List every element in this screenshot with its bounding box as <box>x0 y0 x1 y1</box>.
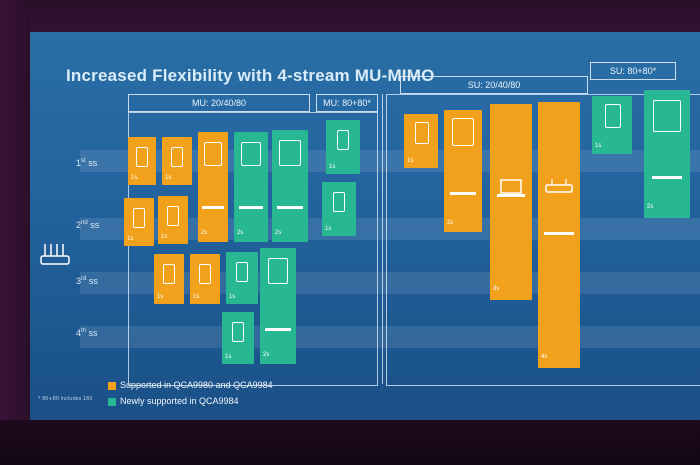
stream-badge: 1s <box>595 143 602 149</box>
projection-screen: 1st ss 2nd ss 3rd ss 4th ss Increased Fl… <box>30 32 700 424</box>
stream-bar-icon <box>544 232 574 235</box>
group-su-20-40-80-header: SU: 20/40/80 <box>400 76 588 94</box>
legend-green-label: Newly supported in QCA9984 <box>120 396 239 406</box>
phone-icon <box>167 206 179 226</box>
tablet-icon <box>653 100 681 132</box>
group-mu-20-40-80-header: MU: 20/40/80 <box>128 94 310 112</box>
tablet-icon <box>452 118 474 146</box>
su-block-2s: 2s <box>444 110 482 232</box>
stream-badge: 4s <box>541 354 548 360</box>
stream-badge: 1s <box>157 294 164 300</box>
phone-icon <box>133 208 145 228</box>
legend-orange-swatch <box>108 381 116 390</box>
mu-block-r1-c1: 1s <box>128 137 156 185</box>
stream-badge: 1s <box>329 164 336 170</box>
mu-block-r2-c1: 1s <box>124 198 154 246</box>
laptop-icon <box>497 179 525 197</box>
stream-badge: 1s <box>225 354 232 360</box>
mu8080-block-r2: 1s <box>322 182 356 236</box>
su8080-block-2s: 2s <box>644 90 690 218</box>
stream-badge: 2s <box>647 204 654 210</box>
router-icon <box>40 244 70 265</box>
mu-block-r3-c1: 1s <box>154 254 184 304</box>
stream-bar-icon <box>450 192 476 195</box>
su-block-3s: 3s <box>490 104 532 300</box>
tablet-icon <box>279 140 301 166</box>
legend-green: Newly supported in QCA9984 <box>108 396 239 406</box>
tablet-icon <box>268 258 288 284</box>
phone-icon <box>232 322 244 342</box>
legend-green-swatch <box>108 397 116 406</box>
phone-icon <box>171 147 183 167</box>
stream-badge: 1s <box>193 294 200 300</box>
stream-bar-icon <box>239 206 263 209</box>
stream-bar-icon <box>265 328 291 331</box>
stream-badge: 2s <box>275 230 282 236</box>
stream-badge: 3s <box>493 286 500 292</box>
row-label-2nd-ss: 2nd ss <box>76 220 100 230</box>
phone-icon <box>333 192 345 212</box>
stream-badge: 1s <box>161 234 168 240</box>
room-background-left <box>0 0 30 465</box>
phone-icon <box>136 147 148 167</box>
mu-block-r1-c5-2s: 2s <box>272 130 308 242</box>
mu8080-block-r1: 1s <box>326 120 360 174</box>
mu-block-r3-c4-2s: 2s <box>260 248 296 364</box>
mu-block-r1-c2: 1s <box>162 137 192 185</box>
slide-title: Increased Flexibility with 4-stream MU-M… <box>66 66 435 85</box>
group-mu-80-80-header: MU: 80+80* <box>316 94 378 112</box>
router-small-icon <box>545 179 573 193</box>
room-floor <box>0 420 700 465</box>
tablet-icon <box>204 142 222 166</box>
stream-badge: 1s <box>165 175 172 181</box>
stream-badge: 1s <box>325 226 332 232</box>
su-block-4s: 4s <box>538 102 580 368</box>
stream-bar-icon <box>277 206 303 209</box>
mu-block-r3-c2: 1s <box>190 254 220 304</box>
stream-badge: 1s <box>407 158 414 164</box>
stream-bar-icon <box>202 206 224 209</box>
row-label-1st-ss: 1st ss <box>76 158 98 168</box>
phone-icon <box>236 262 248 282</box>
group-mu-20-40-80-box <box>128 112 378 386</box>
legend-orange: Supported in QCA9980 and QCA9984 <box>108 380 273 390</box>
stream-badge: 2s <box>263 352 270 358</box>
su8080-block-1s: 1s <box>592 96 632 154</box>
stream-badge: 1s <box>229 294 236 300</box>
stream-bar-icon <box>652 176 682 179</box>
row-label-3rd-ss: 3rd ss <box>76 276 98 286</box>
phone-icon <box>199 264 211 284</box>
phone-icon <box>163 264 175 284</box>
phone-icon <box>415 122 429 144</box>
mu-block-r4-c1: 1s <box>222 312 254 364</box>
legend-orange-label: Supported in QCA9980 and QCA9984 <box>120 380 273 390</box>
mu-block-r2-c2: 1s <box>158 196 188 244</box>
mu-block-r1-c4-2s: 2s <box>234 132 268 242</box>
mu-block-r1-c3-2s: 2s <box>198 132 228 242</box>
su-block-1s: 1s <box>404 114 438 168</box>
group-su-80-80-header: SU: 80+80* <box>590 62 676 80</box>
stream-badge: 2s <box>447 220 454 226</box>
row-label-4th-ss: 4th ss <box>76 328 98 338</box>
stream-badge: 2s <box>201 230 208 236</box>
stream-badge: 2s <box>237 230 244 236</box>
stream-badge: 1s <box>127 236 134 242</box>
footnote: * 80+80 includes 160 <box>38 396 93 402</box>
group-su-box <box>386 94 700 386</box>
phone-icon <box>337 130 349 150</box>
stream-badge: 1s <box>131 175 138 181</box>
tablet-icon <box>241 142 261 166</box>
phone-icon <box>605 104 621 128</box>
group-divider <box>382 94 383 384</box>
mu-block-r3-c3: 1s <box>226 252 258 304</box>
